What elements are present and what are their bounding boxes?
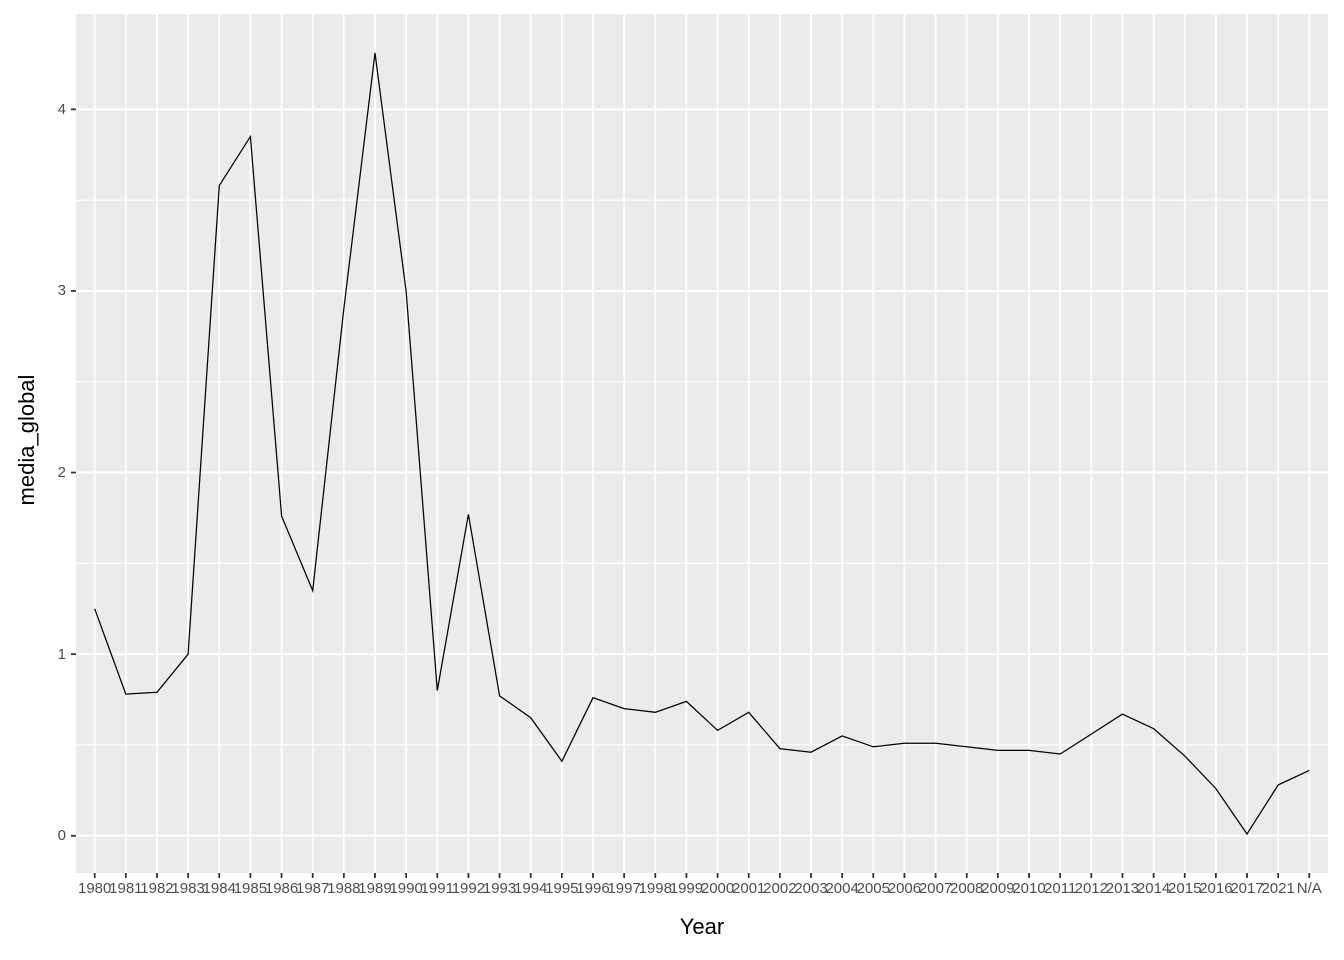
x-tick-label-2011: 2011 xyxy=(1044,880,1077,897)
x-tick-label-2008: 2008 xyxy=(950,880,984,897)
x-tick-label-1997: 1997 xyxy=(607,880,641,897)
x-tick-label-2012: 2012 xyxy=(1074,880,1108,897)
x-tick-label-1982: 1982 xyxy=(140,880,174,897)
x-tick-label-1984: 1984 xyxy=(202,880,236,897)
x-tick-label-1989: 1989 xyxy=(358,880,392,897)
x-tick-label-1993: 1993 xyxy=(482,880,517,897)
x-tick-label-2001: 2001 xyxy=(732,880,766,897)
x-tick-label-2000: 2000 xyxy=(700,880,735,897)
x-tick-label-1980: 1980 xyxy=(77,880,112,897)
x-tick-label-2021: 2021 xyxy=(1261,880,1295,897)
x-tick-label-2005: 2005 xyxy=(856,880,890,897)
x-tick-label-2003: 2003 xyxy=(794,880,828,897)
y-tick-label-2: 2 xyxy=(57,464,66,482)
x-tick-label-2014: 2014 xyxy=(1136,880,1171,897)
x-tick-label-2007: 2007 xyxy=(918,880,953,897)
x-tick-label-2004: 2004 xyxy=(825,880,859,897)
y-tick-label-1: 1 xyxy=(57,645,66,663)
x-tick-label-1986: 1986 xyxy=(264,880,299,897)
y-tick-label-0: 0 xyxy=(57,827,66,845)
x-tick-label-1999: 1999 xyxy=(669,880,704,897)
x-tick-label-1990: 1990 xyxy=(389,880,423,897)
x-tick-label-2002: 2002 xyxy=(763,880,797,897)
x-tick-label-1988: 1988 xyxy=(327,880,361,897)
y-tick-label-4: 4 xyxy=(57,100,66,118)
x-tick-label-2017: 2017 xyxy=(1230,880,1264,897)
x-tick-label-2006: 2006 xyxy=(887,880,922,897)
x-tick-label-n-a: N/A xyxy=(1296,880,1322,897)
x-tick-label-2009: 2009 xyxy=(981,880,1015,897)
y-axis-title: media_global xyxy=(14,374,39,506)
x-tick-label-1994: 1994 xyxy=(514,880,548,897)
x-tick-label-1987: 1987 xyxy=(296,880,330,897)
x-tick-label-1983: 1983 xyxy=(171,880,205,897)
x-tick-label-2015: 2015 xyxy=(1168,880,1202,897)
x-tick-label-1996: 1996 xyxy=(576,880,610,897)
x-tick-label-2016: 2016 xyxy=(1199,880,1233,897)
x-tick-label-1991: 1991 xyxy=(420,880,454,897)
data-line-media-global xyxy=(94,52,1310,836)
x-axis-title: Year xyxy=(679,914,725,939)
x-tick-label-1985: 1985 xyxy=(233,880,268,897)
plot-panel xyxy=(76,14,1328,873)
y-tick-label-3: 3 xyxy=(57,282,66,300)
x-tick-label-2013: 2013 xyxy=(1105,880,1140,897)
x-tick-label-1998: 1998 xyxy=(638,880,672,897)
x-tick-label-1995: 1995 xyxy=(545,880,579,897)
x-tick-label-1992: 1992 xyxy=(451,880,486,897)
x-tick-label-2010: 2010 xyxy=(1012,880,1046,897)
x-tick-label-1981: 1981 xyxy=(109,880,143,897)
